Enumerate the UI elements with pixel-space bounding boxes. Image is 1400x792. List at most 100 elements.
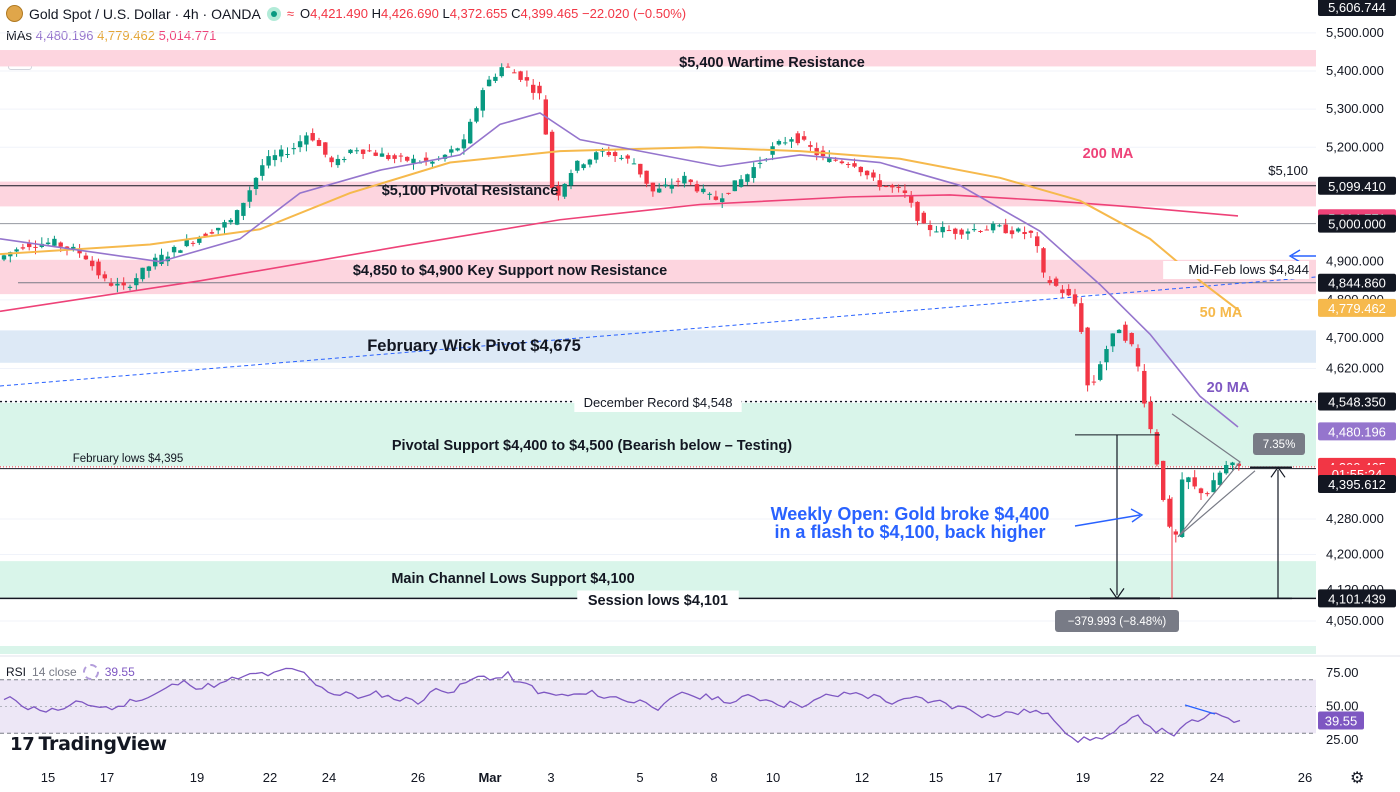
candle-body: [1, 255, 7, 260]
candle-body: [493, 76, 498, 81]
candle-body: [14, 249, 19, 252]
rsi-tick-label: 25.00: [1326, 732, 1359, 747]
candle-body: [184, 240, 189, 247]
candle-body: [877, 180, 882, 187]
candle-body: [852, 163, 857, 167]
wave-icon[interactable]: ≈: [286, 6, 294, 21]
tradingview-logo-icon: 17: [10, 734, 35, 755]
candle-body: [203, 233, 208, 237]
candle-body: [990, 223, 996, 231]
candle-body: [253, 177, 259, 190]
candle-body: [140, 267, 145, 280]
candle-body: [594, 152, 599, 160]
ma20-value: 4,480.196: [35, 28, 94, 43]
candle-body: [159, 254, 164, 265]
time-tick-label: 22: [1150, 770, 1164, 785]
candle-body: [1098, 364, 1103, 380]
candle-body: [52, 238, 57, 246]
candle-body: [279, 149, 284, 157]
settings-gear-icon[interactable]: ⚙: [1350, 770, 1365, 787]
candle-body: [461, 139, 467, 149]
symbol-title[interactable]: Gold Spot / U.S. Dollar · 4h · OANDA: [29, 5, 261, 22]
candle-body: [323, 142, 328, 155]
price-label-text: 4,101.439: [1328, 591, 1386, 606]
candle-body: [373, 152, 378, 156]
candle-body: [71, 246, 76, 250]
wartime-resistance-zone: [0, 50, 1316, 67]
candle-body: [20, 247, 26, 249]
candle-body: [1179, 479, 1185, 537]
ma50-label: 50 MA: [1200, 305, 1243, 321]
candle-body: [1123, 324, 1128, 341]
candle-body: [291, 148, 296, 150]
candle-body: [1079, 303, 1084, 332]
candle-body: [499, 67, 504, 77]
candle-body: [965, 231, 971, 234]
tradingview-logo[interactable]: 17 TradingView: [10, 733, 167, 755]
candle-body: [449, 149, 454, 153]
candle-body: [1142, 370, 1147, 404]
time-tick-label: 26: [1298, 770, 1312, 785]
candle-body: [619, 157, 624, 159]
candle-body: [27, 243, 32, 248]
rsi-legend[interactable]: RSI 14 close 39.55: [6, 664, 135, 680]
open-value: 4,421.490: [310, 6, 368, 21]
time-tick-label: 5: [636, 770, 643, 785]
candle-body: [827, 157, 832, 163]
time-tick-label: 17: [100, 770, 114, 785]
candle-body: [864, 170, 870, 176]
weekly-open-label-2: in a flash to $4,100, back higher: [774, 522, 1045, 542]
price-label-text: 4,395.612: [1328, 477, 1386, 492]
ma50-line: [0, 146, 1241, 313]
ma200-value: 5,014.771: [158, 28, 217, 43]
ma-legend[interactable]: MAs 4,480.196 4,779.462 5,014.771: [6, 28, 216, 43]
candle-body: [1085, 327, 1090, 386]
candle-body: [531, 84, 536, 93]
candle-body: [33, 246, 38, 248]
candle-body: [984, 229, 989, 231]
candle-body: [127, 286, 133, 288]
candle-body: [600, 150, 605, 152]
candle-body: [266, 156, 271, 166]
candle-body: [360, 149, 366, 154]
indicator-settings-icon[interactable]: [82, 664, 99, 680]
candle-body: [953, 228, 958, 234]
time-tick-label: 19: [1076, 770, 1090, 785]
ma200-line: [0, 194, 1239, 313]
candle-body: [1186, 477, 1191, 483]
february-wick-pivot-zone: [0, 330, 1316, 363]
candle-body: [354, 150, 359, 152]
candle-body: [234, 210, 240, 225]
candle-body: [909, 195, 914, 203]
candle-body: [1066, 288, 1071, 296]
market-status-icon[interactable]: [266, 6, 281, 21]
candle-body: [423, 157, 429, 161]
price-tick-label: 4,620.000: [1326, 361, 1384, 376]
candle-body: [1053, 278, 1059, 286]
candle-body: [732, 180, 737, 192]
change-value: −22.020 (−0.50%): [582, 6, 687, 21]
candle-body: [871, 172, 876, 178]
candle-body: [575, 160, 580, 171]
rsi-label: RSI: [6, 665, 27, 679]
weekly-open-label-1: Weekly Open: Gold broke $4,400: [771, 504, 1050, 524]
candle-body: [190, 242, 196, 244]
price-tick-label: 4,700.000: [1326, 330, 1384, 345]
candle-body: [197, 237, 202, 243]
price-tick-label: 5,300.000: [1326, 101, 1384, 116]
candle-body: [1173, 531, 1178, 535]
candle-body: [833, 159, 838, 161]
candle-body: [474, 108, 479, 122]
pivotal-resistance-label: $5,100 Pivotal Resistance: [382, 183, 559, 199]
price-label-badge: [1318, 392, 1396, 411]
candle-body: [1016, 228, 1021, 232]
session-lows-label-bg: [577, 590, 739, 610]
measure-down-badge: [1055, 610, 1179, 632]
time-tick-label: 8: [710, 770, 717, 785]
candle-body: [997, 225, 1002, 227]
candle-body: [921, 212, 926, 224]
candle-body: [392, 155, 397, 159]
time-tick-label: Mar: [478, 770, 501, 785]
candle-body: [638, 163, 643, 175]
